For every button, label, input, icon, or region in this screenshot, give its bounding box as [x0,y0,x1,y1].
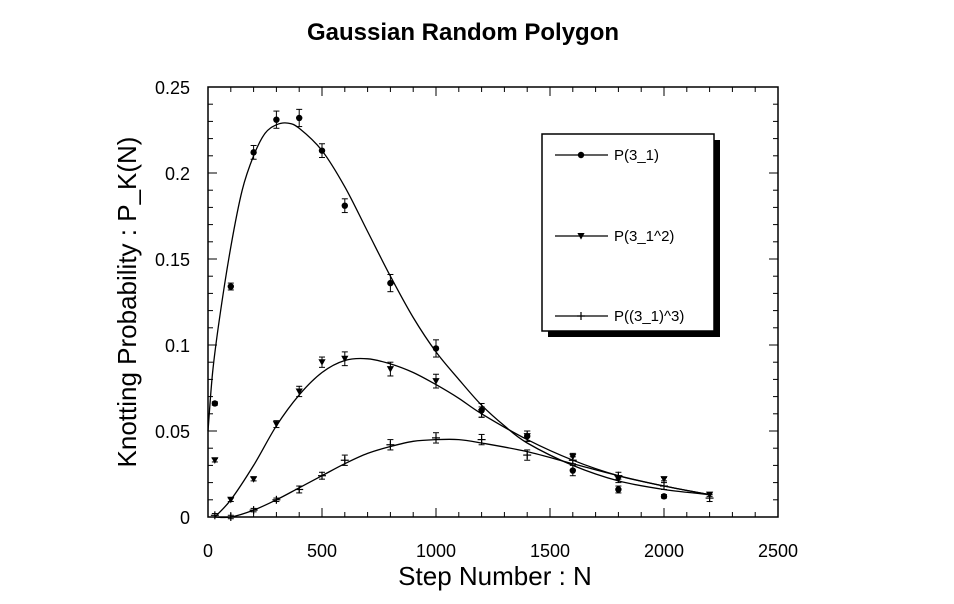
data-point-series-1 [273,116,280,123]
x-axis-label: Step Number : N [398,561,592,591]
data-point-series-1 [432,345,440,352]
data-point-series-3 [660,482,668,491]
data-point-series-1 [615,486,622,493]
legend-marker [577,233,585,240]
y-tick-label: 0.15 [155,250,190,270]
legend-marker [577,151,585,159]
data-point-series-3 [340,456,349,465]
plot-area: 0 500 1000 1500 2000 2500 0 0.05 0.1 0.15 0.2 0.25 [155,78,798,561]
y-axis-label: Knotting Probability : P_K(N) [112,137,142,468]
data-point-series-3 [523,451,532,460]
x-tick-label: 2500 [758,541,798,561]
plot-frame [207,86,779,518]
fit-curve-series-3 [214,438,710,519]
data-point-series-1 [569,467,576,474]
data-point-series-3 [705,494,714,503]
data-point-series-1 [318,147,326,154]
fit-curves [207,122,710,519]
x-tick-label: 500 [307,541,337,561]
data-point-series-2 [478,409,486,416]
data-point-series-1 [211,400,219,407]
x-tick-label: 1500 [530,541,570,561]
data-point-series-1 [341,202,348,209]
data-point-series-3 [226,513,235,521]
data-point-series-2 [341,355,349,363]
data-point-series-3 [614,471,623,480]
x-tick-label: 0 [203,541,213,561]
data-point-series-3 [386,440,395,449]
data-point-series-1 [296,114,303,122]
legend-marker [577,312,585,320]
data-points [210,108,714,521]
chart-title: Gaussian Random Polygon [307,19,619,46]
y-tick-label: 0.25 [155,78,190,98]
y-tick-label: 0.1 [165,336,190,356]
data-point-series-2 [386,366,394,373]
data-point-series-2 [295,388,303,396]
data-point-series-1 [660,493,668,500]
legend-box [541,133,715,332]
data-point-series-2 [211,457,219,464]
data-point-series-2 [523,433,531,440]
data-point-series-3 [477,435,486,444]
data-point-series-2 [250,476,258,483]
data-point-series-3 [432,433,440,442]
legend-items: P(3_1) P(3_1^2) P((3_1)^3) [555,147,684,325]
data-point-series-3 [568,456,577,465]
data-point-series-1 [250,149,257,156]
data-point-series-3 [272,495,281,504]
data-point-series-1 [227,283,234,290]
x-tick-label: 1000 [416,541,456,561]
legend-label: P((3_1)^3) [614,308,684,325]
fit-curve-series-2 [214,357,710,518]
data-point-series-3 [318,471,326,480]
x-tick-label: 2000 [644,541,684,561]
data-point-series-2 [227,496,235,504]
legend-label: P(3_1^2) [614,228,674,245]
data-point-series-2 [432,378,440,385]
data-point-series-3 [210,511,219,520]
y-tick-label: 0.2 [165,164,190,184]
data-point-series-3 [249,506,258,515]
fit-curve-series-1 [207,122,710,496]
legend-label: P(3_1) [614,147,659,164]
data-point-series-2 [318,359,326,366]
data-point-series-2 [272,421,280,428]
data-point-series-1 [387,279,394,287]
axis-ticks: 0 500 1000 1500 2000 2500 0 0.05 0.1 0.15 0.2 0.25 [155,78,798,561]
data-point-series-2 [660,476,668,483]
y-tick-label: 0 [180,508,190,528]
y-tick-label: 0.05 [155,422,190,442]
legend: P(3_1) P(3_1^2) P((3_1)^3) [541,133,720,337]
data-point-series-3 [295,485,304,494]
